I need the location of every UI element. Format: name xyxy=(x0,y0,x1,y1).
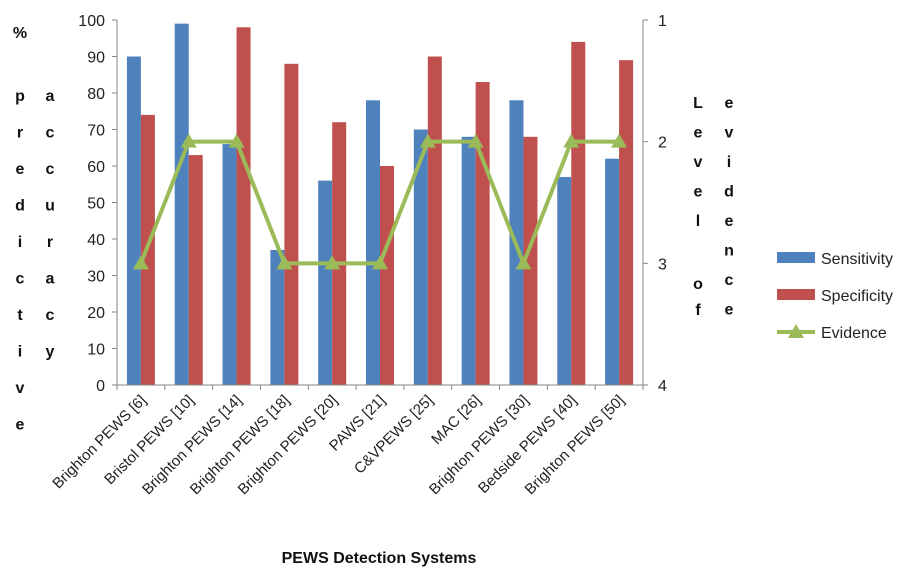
left-axis-title-letter: i xyxy=(18,344,22,361)
bar-sensitivity-3 xyxy=(270,249,285,385)
right-axis-title-letter: v xyxy=(725,125,734,142)
legend: Sensitivity Specificity Evidence xyxy=(777,251,893,342)
right-axis-title-letter: n xyxy=(724,243,734,260)
left-axis-title-letter: r xyxy=(17,125,23,142)
right-axis-title-letter: e xyxy=(694,184,703,201)
left-axis-title-letter: c xyxy=(46,125,55,142)
right-axis-title-letter: e xyxy=(725,95,734,112)
bar-sensitivity-2 xyxy=(222,144,237,385)
legend-swatch-sensitivity xyxy=(777,252,815,263)
left-axis-title-letter: u xyxy=(45,198,55,215)
right-axis-title-letter: e xyxy=(725,213,734,230)
bar-sensitivity-0 xyxy=(126,56,141,385)
right-axis-title-letter: d xyxy=(724,184,734,201)
left-axis-title-letter: c xyxy=(46,161,55,178)
left-tick-label: 20 xyxy=(87,305,105,322)
right-tick-label: 2 xyxy=(658,135,667,152)
left-axis-title-letter: t xyxy=(17,307,23,324)
evidence-marker-0 xyxy=(132,255,149,270)
legend-swatch-specificity xyxy=(777,289,815,300)
bar-sensitivity-7 xyxy=(461,136,476,385)
evidence-marker-4 xyxy=(324,255,341,270)
bar-specificity-9 xyxy=(571,41,586,386)
left-axis-title-letter: v xyxy=(16,380,25,397)
axes-layer: 0 10 20 30 40 50 60 70 80 90 100 1 2 3 4 xyxy=(78,13,667,395)
left-axis-title-letter: y xyxy=(46,344,55,361)
left-axis-title-letter: e xyxy=(16,161,25,178)
evidence-marker-3 xyxy=(276,255,293,270)
right-axis-title-letter: v xyxy=(694,154,703,171)
left-axis-title-letter: r xyxy=(47,234,53,251)
right-axis-title-letter: l xyxy=(696,213,700,230)
bar-sensitivity-1 xyxy=(174,23,189,386)
legend-label-evidence: Evidence xyxy=(821,325,887,342)
bar-sensitivity-4 xyxy=(318,180,333,385)
left-tick-label: 80 xyxy=(87,86,105,103)
left-tick-label: 90 xyxy=(87,50,105,67)
right-tick-label: 4 xyxy=(658,378,667,395)
left-axis-title-letter: c xyxy=(16,271,25,288)
right-axis-title-letter: e xyxy=(694,125,703,142)
left-tick-label: 10 xyxy=(87,342,105,359)
bar-specificity-4 xyxy=(332,122,347,385)
bar-sensitivity-10 xyxy=(605,158,620,385)
left-axis-title-letter: d xyxy=(15,198,25,215)
right-axis-title-letter: i xyxy=(727,154,731,171)
left-axis-title-letter: e xyxy=(16,417,25,434)
bar-specificity-1 xyxy=(188,155,203,385)
bar-specificity-3 xyxy=(284,63,299,386)
evidence-marker-1 xyxy=(180,133,197,148)
bar-specificity-7 xyxy=(475,82,490,386)
category-label: Bristol PEWS [10] xyxy=(101,392,197,488)
bar-specificity-2 xyxy=(236,27,251,386)
legend-label-specificity: Specificity xyxy=(821,288,893,305)
right-tick-label: 1 xyxy=(658,13,667,30)
bar-sensitivity-6 xyxy=(413,129,428,385)
bar-specificity-5 xyxy=(380,166,394,385)
evidence-marker-7 xyxy=(467,133,484,148)
bar-specificity-10 xyxy=(619,60,634,386)
left-axis-title-letter: c xyxy=(46,307,55,324)
evidence-marker-8 xyxy=(515,255,532,270)
left-axis-title-letter: a xyxy=(46,271,55,288)
left-axis-title-letter: a xyxy=(46,88,55,105)
left-tick-label: 70 xyxy=(87,123,105,140)
legend-label-sensitivity: Sensitivity xyxy=(821,251,893,268)
left-tick-label: 40 xyxy=(87,232,105,249)
left-tick-label: 100 xyxy=(78,13,105,30)
evidence-marker-10 xyxy=(611,133,628,148)
evidence-line-layer xyxy=(132,133,628,270)
bar-specificity-6 xyxy=(427,56,442,385)
left-axis-title-letter: p xyxy=(15,88,25,105)
left-tick-label: 30 xyxy=(87,269,105,286)
evidence-marker-6 xyxy=(419,133,436,148)
legend-swatch-triangle xyxy=(788,324,804,338)
right-axis-title-letter: L xyxy=(693,95,703,112)
evidence-marker-9 xyxy=(563,133,580,148)
evidence-marker-5 xyxy=(372,255,388,270)
left-tick-label: 0 xyxy=(96,378,105,395)
right-axis-title-letter: f xyxy=(695,302,701,319)
bar-specificity-8 xyxy=(523,136,538,385)
right-axis-title-letter: c xyxy=(725,272,734,289)
x-axis-title: PEWS Detection Systems xyxy=(282,550,477,567)
left-tick-label: 60 xyxy=(87,159,105,176)
bar-sensitivity-5 xyxy=(366,100,380,386)
right-tick-label: 3 xyxy=(658,256,667,273)
right-axis-title-letter: e xyxy=(725,302,734,319)
left-tick-label: 50 xyxy=(87,196,105,213)
left-axis-title-percent: % xyxy=(13,25,27,42)
bars-layer xyxy=(126,23,634,386)
right-axis-title-letter: o xyxy=(693,276,703,293)
left-axis-title-letter: i xyxy=(18,234,22,251)
bar-sensitivity-9 xyxy=(557,176,572,385)
evidence-marker-2 xyxy=(228,133,245,148)
